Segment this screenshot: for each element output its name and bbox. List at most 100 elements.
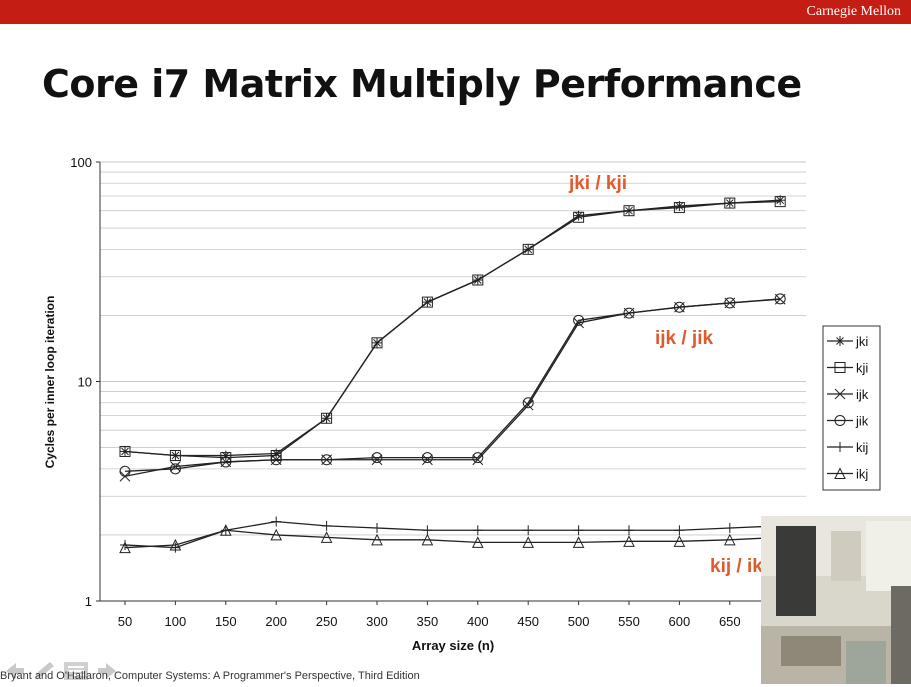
series-line-kji (124, 200, 781, 459)
arrow-left-icon[interactable] (6, 663, 24, 679)
point-jik (774, 293, 786, 305)
point-ijk (472, 454, 484, 466)
point-jki (372, 337, 382, 348)
point-ijk (170, 461, 181, 472)
point-kij (120, 539, 130, 550)
point-kji (573, 211, 585, 223)
point-kij (624, 525, 634, 536)
pen-icon[interactable] (36, 662, 54, 678)
point-kij (573, 525, 584, 536)
point-jki (120, 446, 130, 457)
point-jik (724, 297, 736, 309)
legend-label: ikj (856, 467, 868, 482)
point-jki (523, 244, 534, 255)
point-kji (119, 445, 131, 457)
point-kij (523, 525, 534, 536)
y-tick-label: 10 (78, 375, 92, 390)
axes (96, 161, 806, 605)
x-tick-label: 600 (669, 614, 691, 629)
series-line-ijk (124, 298, 781, 477)
legend-label: kji (856, 361, 868, 376)
point-kji (421, 296, 433, 308)
point-ikj (270, 528, 283, 541)
point-kij (321, 520, 332, 531)
point-jki (472, 275, 483, 286)
point-ikj (421, 533, 434, 546)
citation-footer: Bryant and O'Hallaron, Computer Systems:… (0, 670, 420, 682)
brand-label: Carnegie Mellon (806, 4, 901, 19)
point-jik (522, 397, 534, 409)
legend-item-kij: kij (827, 440, 868, 455)
point-kji (371, 337, 383, 349)
legend-marker (834, 388, 846, 400)
header-bar: Carnegie Mellon (0, 0, 911, 24)
series-markers (119, 195, 787, 554)
point-kji (774, 196, 786, 208)
legend-marker (835, 442, 845, 452)
x-tick-label: 200 (265, 614, 287, 629)
legend-marker (834, 467, 846, 479)
series-lines (124, 199, 781, 549)
point-kij (724, 523, 735, 534)
x-tick-label: 250 (316, 614, 338, 629)
annotations: jki / kji ijk / jik kij / ikj (568, 173, 768, 577)
point-jki (271, 448, 282, 459)
point-ijk (573, 317, 584, 329)
series-line-jik (124, 298, 781, 472)
point-kji (623, 205, 635, 217)
y-axis-label: Cycles per inner loop iteration (43, 296, 57, 469)
y-tick-label: 100 (70, 155, 92, 170)
point-ikj (169, 538, 182, 551)
point-ikj (471, 536, 484, 548)
legend-marker (834, 362, 846, 373)
point-jik (169, 463, 181, 475)
point-kji (169, 450, 181, 462)
menu-icon[interactable] (64, 662, 88, 680)
legend-label: ijk (856, 387, 869, 402)
point-jki (724, 198, 735, 209)
x-tick-label: 100 (165, 614, 187, 629)
point-jki (674, 201, 685, 212)
point-jik (119, 465, 131, 477)
legend-item-jki: jki (827, 334, 868, 349)
annotation-label: ijk / jik (655, 328, 714, 349)
point-ikj (320, 531, 333, 543)
point-ijk (371, 454, 383, 466)
point-jik (220, 456, 232, 468)
x-tick-label: 450 (517, 614, 539, 629)
x-tick-label: 500 (568, 614, 590, 629)
legend-label: jki (855, 334, 868, 349)
point-kji (270, 450, 282, 462)
point-ijk (422, 454, 433, 466)
point-jik (321, 454, 333, 466)
point-jik (623, 307, 635, 319)
x-axis-label: Array size (n) (412, 638, 494, 653)
legend-marker (834, 415, 846, 426)
x-tick-label: 300 (366, 614, 388, 629)
point-ikj (723, 533, 736, 546)
point-jki (170, 450, 181, 461)
arrow-right-icon[interactable] (98, 663, 116, 679)
slide-title: Core i7 Matrix Multiply Performance (42, 62, 802, 106)
annotation-label: jki / kji (568, 173, 627, 194)
point-jik (421, 452, 433, 464)
point-jik (270, 454, 282, 466)
series-line-ikj (124, 529, 781, 549)
point-kij (372, 523, 382, 534)
legend-box (822, 325, 881, 491)
legend-item-kji: kji (827, 361, 868, 376)
x-tick-label: 350 (417, 614, 439, 629)
annotation-label: kij / ikj (710, 556, 768, 577)
legend-label: jik (855, 414, 869, 429)
point-ikj (623, 535, 635, 547)
legend-item-jik: jik (827, 414, 869, 429)
legend-label: kij (856, 440, 868, 455)
point-kji (522, 243, 534, 255)
point-kji (673, 202, 685, 214)
grid-lines (100, 161, 806, 602)
point-ikj (522, 536, 535, 548)
point-kji (724, 197, 736, 209)
x-tick-label: 400 (467, 614, 489, 629)
point-kij (472, 525, 483, 536)
point-kij (674, 525, 685, 536)
